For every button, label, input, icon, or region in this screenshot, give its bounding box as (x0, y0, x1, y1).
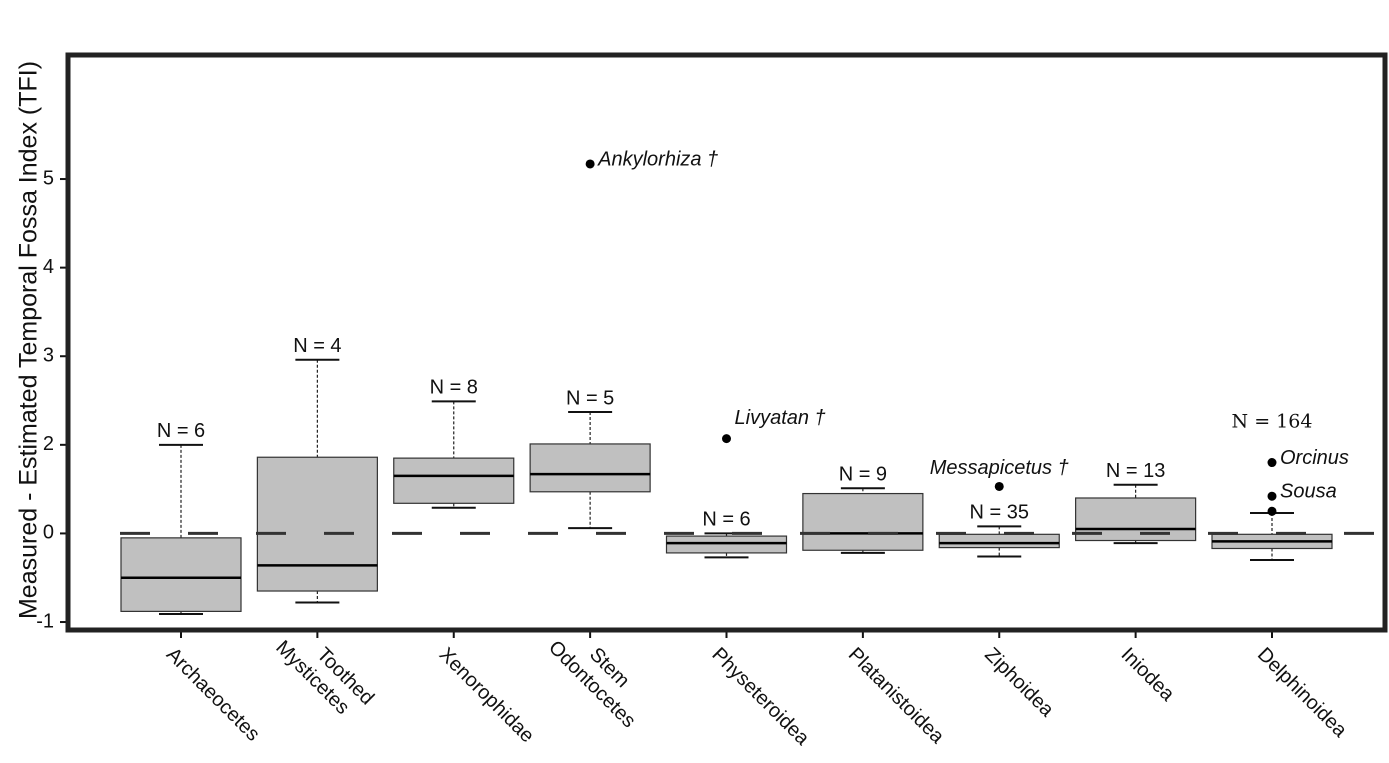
x-tick-label: Delphinoidea (1253, 644, 1352, 743)
x-tick-label: StemOdontocetes (544, 620, 657, 733)
n-label: N = 6 (157, 420, 205, 442)
x-tick-label: ToothedMysticetes (271, 620, 378, 727)
x-tick-label: Archaeocetes (162, 644, 264, 746)
x-tick-label-line: Platanistoidea (844, 644, 949, 749)
box (120, 537, 242, 612)
outlier (994, 481, 1004, 491)
y-tick-label: 5 (43, 167, 54, 189)
n-label: N = 8 (430, 377, 478, 399)
box (256, 456, 378, 592)
n-label: N = 35 (970, 502, 1029, 524)
n-label: N = 13 (1106, 460, 1165, 482)
y-axis-title: Measured - Estimated Temporal Fossa Inde… (15, 61, 43, 619)
outlier-label: Livyatan † (735, 407, 826, 429)
y-tick-label: 2 (43, 433, 54, 455)
outlier-label: Orcinus (1280, 447, 1349, 469)
outlier (1267, 491, 1277, 501)
n-label: N = 6 (702, 509, 750, 531)
x-tick-label: Ziphoidea (980, 644, 1058, 722)
x-tick-label: Iniodea (1116, 644, 1179, 707)
outlier (722, 434, 731, 444)
x-tick-label-line: Delphinoidea (1253, 644, 1352, 743)
y-tick-label: -1 (36, 610, 54, 632)
x-tick-label-line: Xenorophidae (434, 644, 538, 748)
outlier-label: Ankylorhiza † (597, 148, 718, 170)
y-tick-label: 0 (43, 522, 54, 544)
box (802, 492, 924, 551)
y-tick-label: 3 (43, 345, 54, 367)
outlier-label: Messapicetus † (930, 457, 1069, 479)
outlier (1267, 458, 1277, 468)
outlier-label: Sousa (1280, 480, 1337, 502)
outlier (1267, 506, 1277, 516)
box (938, 533, 1060, 549)
outlier (585, 159, 595, 169)
n-label: N = 164 (1232, 411, 1313, 433)
x-tick-label-line: Ziphoidea (980, 644, 1058, 722)
x-tick-label-line: Iniodea (1116, 644, 1179, 707)
box (393, 457, 515, 504)
x-tick-label: Platanistoidea (844, 644, 949, 749)
y-tick-label: 4 (43, 256, 54, 278)
n-label: N = 9 (839, 464, 887, 486)
x-tick-label-line: Physeteroidea (707, 644, 814, 751)
x-tick-label: Physeteroidea (707, 644, 814, 751)
x-tick-label-line: Archaeocetes (162, 644, 264, 746)
plot-frame (65, 52, 1388, 633)
n-label: N = 5 (566, 387, 614, 409)
n-label: N = 4 (293, 335, 341, 357)
box (529, 443, 651, 493)
x-tick-label: Xenorophidae (434, 644, 538, 748)
box (665, 535, 788, 554)
